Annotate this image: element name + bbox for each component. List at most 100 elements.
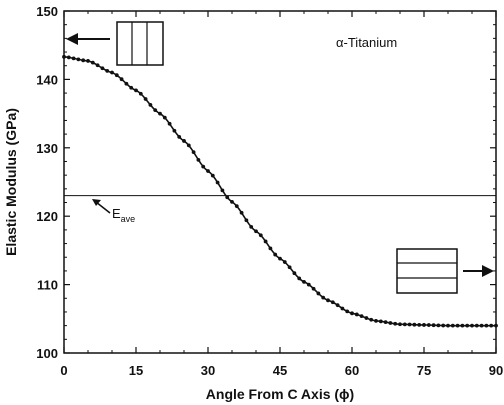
series-point (134, 88, 138, 93)
series-point (350, 311, 354, 316)
series-point (62, 54, 66, 59)
series-point (489, 323, 494, 328)
y-axis-title: Elastic Modulus (GPa) (3, 108, 19, 256)
series-point (282, 260, 287, 264)
series-point (297, 276, 302, 281)
series-point (417, 322, 422, 327)
series-point (311, 286, 316, 291)
series-point (431, 323, 436, 328)
series-point (326, 298, 330, 303)
series-point (196, 157, 201, 162)
series-point (470, 323, 474, 328)
series-point (393, 321, 398, 326)
series-point (268, 246, 273, 251)
series-layer (62, 54, 498, 328)
series-point (100, 66, 105, 71)
series-point (138, 91, 143, 96)
series-point (316, 291, 321, 296)
series-point (330, 300, 335, 305)
series-point (340, 306, 345, 311)
series-point (378, 319, 383, 324)
e-average-label-sub: ave (121, 214, 136, 224)
series-point (143, 97, 148, 101)
series-point (105, 68, 110, 73)
series-point (426, 323, 431, 327)
e-average-label-main: E (112, 206, 121, 221)
series-point (278, 256, 282, 261)
series-point (494, 323, 498, 328)
e-average-annotation: Eave (92, 199, 135, 224)
y-tick-label: 150 (36, 4, 58, 19)
series-point (66, 55, 71, 60)
lattice-box-vertical (116, 21, 164, 66)
series-point (215, 180, 220, 185)
series-point (388, 321, 393, 325)
series-point (220, 188, 225, 193)
x-tick-label: 90 (489, 363, 503, 378)
lattice-box-horizontal (396, 248, 458, 294)
series-point (206, 169, 210, 173)
series-point (335, 303, 340, 308)
x-tick-label: 30 (201, 363, 215, 378)
series-point (369, 317, 374, 322)
series-point (162, 115, 167, 120)
series-point (407, 322, 412, 327)
y-tick-label: 120 (36, 209, 58, 224)
e-average-arrow-shaft (95, 201, 111, 214)
c-axis-parallel-icon (66, 21, 164, 66)
left-arrow-head (66, 33, 78, 45)
x-axis-ticks: 0 15 30 45 60 75 90 (60, 11, 503, 378)
series-point (119, 77, 124, 82)
series-point (302, 279, 306, 284)
series-point (484, 323, 489, 328)
series-point (86, 59, 90, 63)
series-point (148, 103, 153, 107)
series-point (436, 323, 441, 328)
x-tick-label: 45 (273, 363, 287, 378)
series-point (450, 323, 455, 328)
series-point (81, 58, 86, 63)
x-tick-label: 75 (417, 363, 431, 378)
series-point (479, 323, 484, 328)
series-point (234, 204, 239, 209)
series-point (191, 150, 196, 155)
series-point (402, 322, 407, 327)
e-average-arrow-head (92, 199, 101, 206)
y-tick-label: 130 (36, 141, 58, 156)
series-point (364, 316, 369, 320)
series-point (182, 139, 186, 143)
series-point (230, 199, 234, 204)
series-point (71, 56, 76, 61)
series-point (446, 323, 450, 328)
series-point (455, 323, 460, 328)
series-point (110, 70, 114, 75)
series-point (114, 73, 119, 78)
series-point (201, 164, 206, 169)
series-point (167, 121, 172, 126)
series-point (359, 314, 364, 319)
series-point (374, 318, 378, 323)
material-label: α-Titanium (336, 35, 397, 50)
series-point (345, 309, 350, 314)
series-point (76, 57, 81, 62)
y-tick-label: 140 (36, 72, 58, 87)
series-point (129, 85, 134, 90)
series-point (474, 323, 479, 328)
series-point (383, 320, 388, 325)
series-point (441, 323, 446, 328)
series-point (422, 323, 426, 327)
e-average-label: Eave (112, 206, 135, 224)
series-point (225, 195, 230, 200)
x-tick-label: 60 (345, 363, 359, 378)
series-point (95, 63, 100, 68)
series-point (153, 108, 158, 113)
x-axis-title: Angle From C Axis (ϕ) (206, 386, 354, 402)
series-point (460, 323, 465, 328)
series-point (172, 128, 177, 133)
series-point (239, 210, 244, 215)
c-axis-perpendicular-icon (396, 248, 494, 294)
series-point (354, 312, 359, 317)
series-point (287, 265, 292, 270)
right-arrow-head (482, 265, 494, 277)
